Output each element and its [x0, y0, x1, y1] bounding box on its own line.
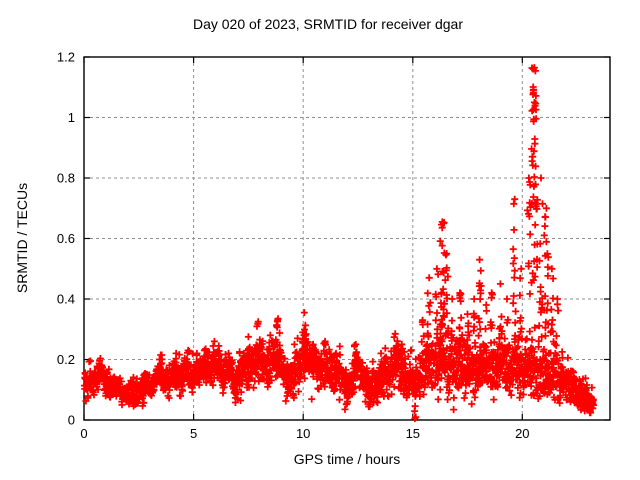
y-tick-label: 1 — [68, 110, 75, 125]
x-axis-title: GPS time / hours — [293, 451, 401, 467]
x-tick-label: 15 — [406, 426, 420, 441]
y-axis-title: SRMTID / TECUs — [14, 182, 30, 294]
x-tick-label: 5 — [190, 426, 197, 441]
y-tick-label: 0.2 — [57, 352, 75, 367]
tick-labels: 0 5 10 15 20 0 0.2 0.4 0.6 0.8 1 1.2 — [57, 50, 530, 442]
x-tick-label: 0 — [80, 426, 87, 441]
plot-border — [83, 56, 611, 421]
x-tick-label: 10 — [296, 426, 310, 441]
y-tick-label: 0.6 — [57, 231, 75, 246]
x-tick-label: 20 — [515, 426, 529, 441]
y-tick-label: 0 — [68, 413, 75, 428]
chart-title: Day 020 of 2023, SRMTID for receiver dga… — [192, 16, 463, 32]
y-tick-label: 0.8 — [57, 171, 75, 186]
y-tick-label: 0.4 — [57, 292, 75, 307]
y-tick-label: 1.2 — [57, 50, 75, 65]
scatter-points — [80, 64, 597, 422]
